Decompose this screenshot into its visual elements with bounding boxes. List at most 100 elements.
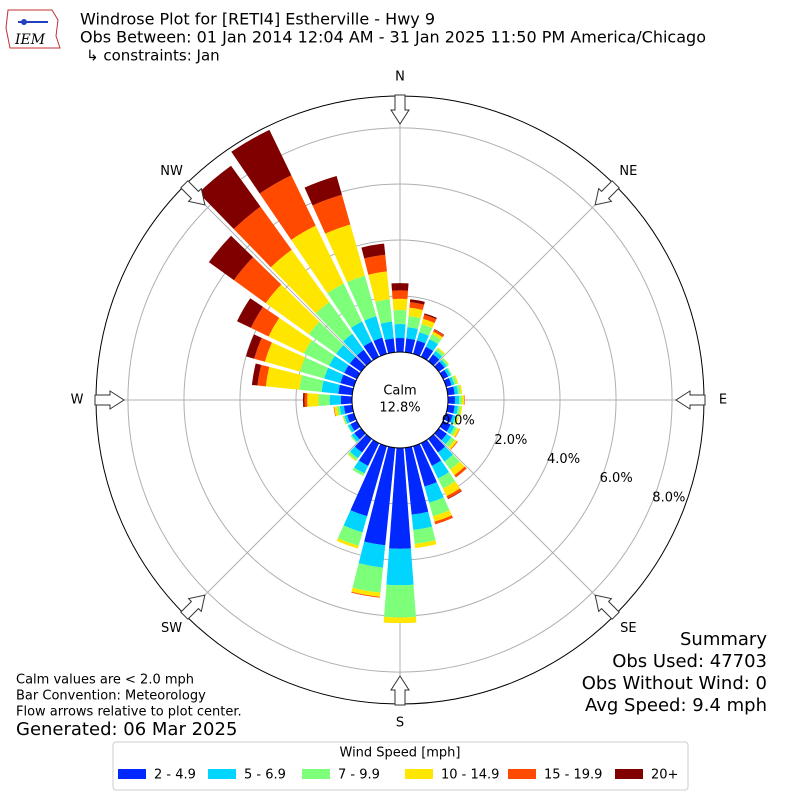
- bar-segment: [315, 302, 353, 342]
- bar-segment: [340, 374, 357, 387]
- r-tick-label: 4.0%: [547, 452, 580, 467]
- bar-segment: [447, 490, 462, 500]
- bar-segment: [350, 321, 372, 347]
- bar-segment: [304, 392, 308, 408]
- bar-segment: [414, 540, 437, 549]
- bar-segment: [441, 433, 452, 445]
- bar-segment: [444, 368, 451, 377]
- legend-label: 2 - 4.9: [154, 768, 196, 783]
- bar-segment: [439, 369, 449, 380]
- bar-segment: [343, 333, 364, 356]
- bar-segment: [445, 437, 455, 448]
- bar-segment: [453, 405, 459, 415]
- bar-segment: [446, 424, 455, 435]
- bar-segment: [208, 235, 254, 281]
- bar-segment: [257, 364, 270, 387]
- bar-segment: [456, 384, 461, 395]
- bar-segment: [364, 254, 387, 275]
- bar-segment: [429, 334, 442, 345]
- compass-label: SW: [161, 621, 182, 636]
- calm-value: 12.8%: [379, 401, 420, 416]
- compass-label: SE: [620, 621, 636, 636]
- legend-label: 7 - 9.9: [338, 768, 380, 783]
- bar-segment: [421, 318, 435, 329]
- spoke: [433, 184, 616, 367]
- bar-segment: [450, 441, 458, 450]
- spoke: [184, 433, 367, 616]
- bar-segment: [302, 392, 305, 408]
- bar-segment: [435, 348, 445, 357]
- bar-segment: [336, 406, 342, 416]
- bar-segment: [291, 225, 344, 294]
- bar-segment: [443, 413, 453, 423]
- bar-segment: [453, 385, 459, 395]
- bar-segment: [299, 357, 329, 379]
- bar-segment: [347, 453, 357, 462]
- bar-segment: [429, 497, 450, 517]
- bar-segment: [354, 434, 372, 453]
- bar-segment: [432, 350, 443, 360]
- bar-segment: [340, 395, 353, 405]
- bar-segment: [432, 510, 452, 522]
- bar-segment: [442, 481, 461, 497]
- bar-segment: [461, 395, 465, 405]
- bar-segment: [437, 472, 456, 489]
- bar-segment: [439, 420, 451, 432]
- bar-segment: [344, 414, 350, 424]
- bar-segment: [347, 413, 357, 423]
- bar-segment: [259, 175, 316, 240]
- bar-segment: [434, 515, 453, 525]
- summary-title: Summary: [680, 629, 767, 650]
- bar-segment: [343, 415, 348, 425]
- compass-arrow: [594, 180, 620, 206]
- bar-segment: [416, 332, 429, 344]
- bar-segment: [308, 321, 344, 354]
- bar-segment: [351, 587, 381, 597]
- bar-segment: [406, 327, 418, 340]
- bar-segment: [448, 376, 455, 386]
- bar-segment: [447, 395, 456, 405]
- bar-segment: [363, 341, 380, 361]
- bar-segment: [333, 406, 336, 417]
- legend-swatch: [302, 769, 330, 779]
- bar-segment: [424, 313, 437, 320]
- bar-segment: [344, 365, 361, 380]
- summary-line: Avg Speed: 9.4 mph: [585, 695, 767, 716]
- bar-segment: [356, 349, 372, 366]
- bar-segment: [304, 175, 342, 206]
- legend-swatch: [118, 769, 146, 779]
- legend-label: 5 - 6.9: [244, 768, 286, 783]
- bar-segment: [441, 358, 449, 367]
- bar-segment: [312, 194, 351, 234]
- bar-segment: [350, 443, 387, 517]
- bar-segment: [349, 356, 366, 372]
- bar-segment: [413, 526, 436, 544]
- bar-segment: [231, 129, 292, 194]
- bar-segment: [413, 340, 426, 357]
- bar-segment: [251, 363, 262, 386]
- summary-line: Obs Without Wind: 0: [582, 673, 767, 694]
- bar-segment: [389, 447, 411, 549]
- bar-segment: [351, 591, 381, 598]
- bar-segment: [364, 316, 383, 341]
- bar-segment: [391, 290, 409, 300]
- bar-segment: [420, 346, 434, 361]
- bar-segment: [318, 394, 330, 406]
- compass-label: NE: [619, 164, 637, 179]
- bar-segment: [307, 393, 319, 407]
- bar-segment: [325, 224, 365, 283]
- generated: Generated: 06 Mar 2025: [16, 719, 237, 740]
- bar-segment: [350, 434, 358, 443]
- logo: IEM: [5, 9, 61, 49]
- bar-segment: [444, 454, 460, 470]
- bar-segment: [265, 284, 320, 335]
- bar-segment: [347, 423, 355, 433]
- bar-segment: [339, 405, 346, 415]
- bar-segment: [454, 466, 467, 478]
- compass-arrow: [390, 675, 410, 706]
- bar-segment: [299, 375, 324, 393]
- bar-segment: [404, 446, 429, 515]
- bar-segment: [380, 321, 394, 340]
- bar-segment: [448, 439, 458, 450]
